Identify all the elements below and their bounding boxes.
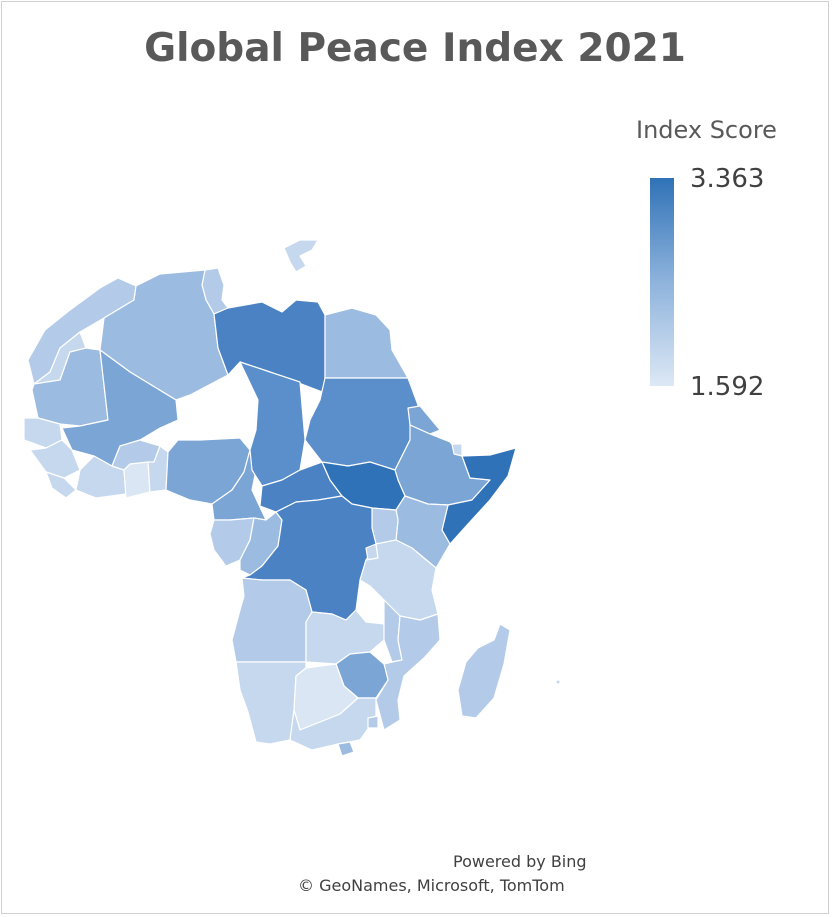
- chart-title: Global Peace Index 2021: [144, 26, 686, 71]
- region-mozambique: [375, 613, 441, 731]
- region-south-africa: [289, 697, 377, 751]
- region-uganda: [371, 507, 399, 545]
- legend-max-label: 3.363: [690, 164, 765, 194]
- region-island: [556, 680, 560, 684]
- region-sudan: [304, 377, 419, 471]
- region-ghana: [123, 461, 151, 499]
- region-eswatini: [367, 715, 379, 729]
- region-angola: [231, 577, 313, 663]
- copyright-credit: © GeoNames, Microsoft, TomTom: [298, 876, 565, 895]
- powered-by-credit: Powered by Bing: [453, 852, 587, 871]
- region-djibouti: [451, 443, 463, 457]
- region-egypt: [324, 307, 409, 379]
- region-eritrea: [407, 405, 441, 435]
- region-liberia: [45, 471, 77, 499]
- region-greece: [283, 239, 319, 273]
- region-madagascar: [457, 623, 511, 719]
- legend-min-label: 1.592: [690, 372, 765, 402]
- legend-title: Index Score: [636, 116, 777, 144]
- region-lesotho: [337, 741, 355, 757]
- legend-color-scale: [650, 178, 674, 386]
